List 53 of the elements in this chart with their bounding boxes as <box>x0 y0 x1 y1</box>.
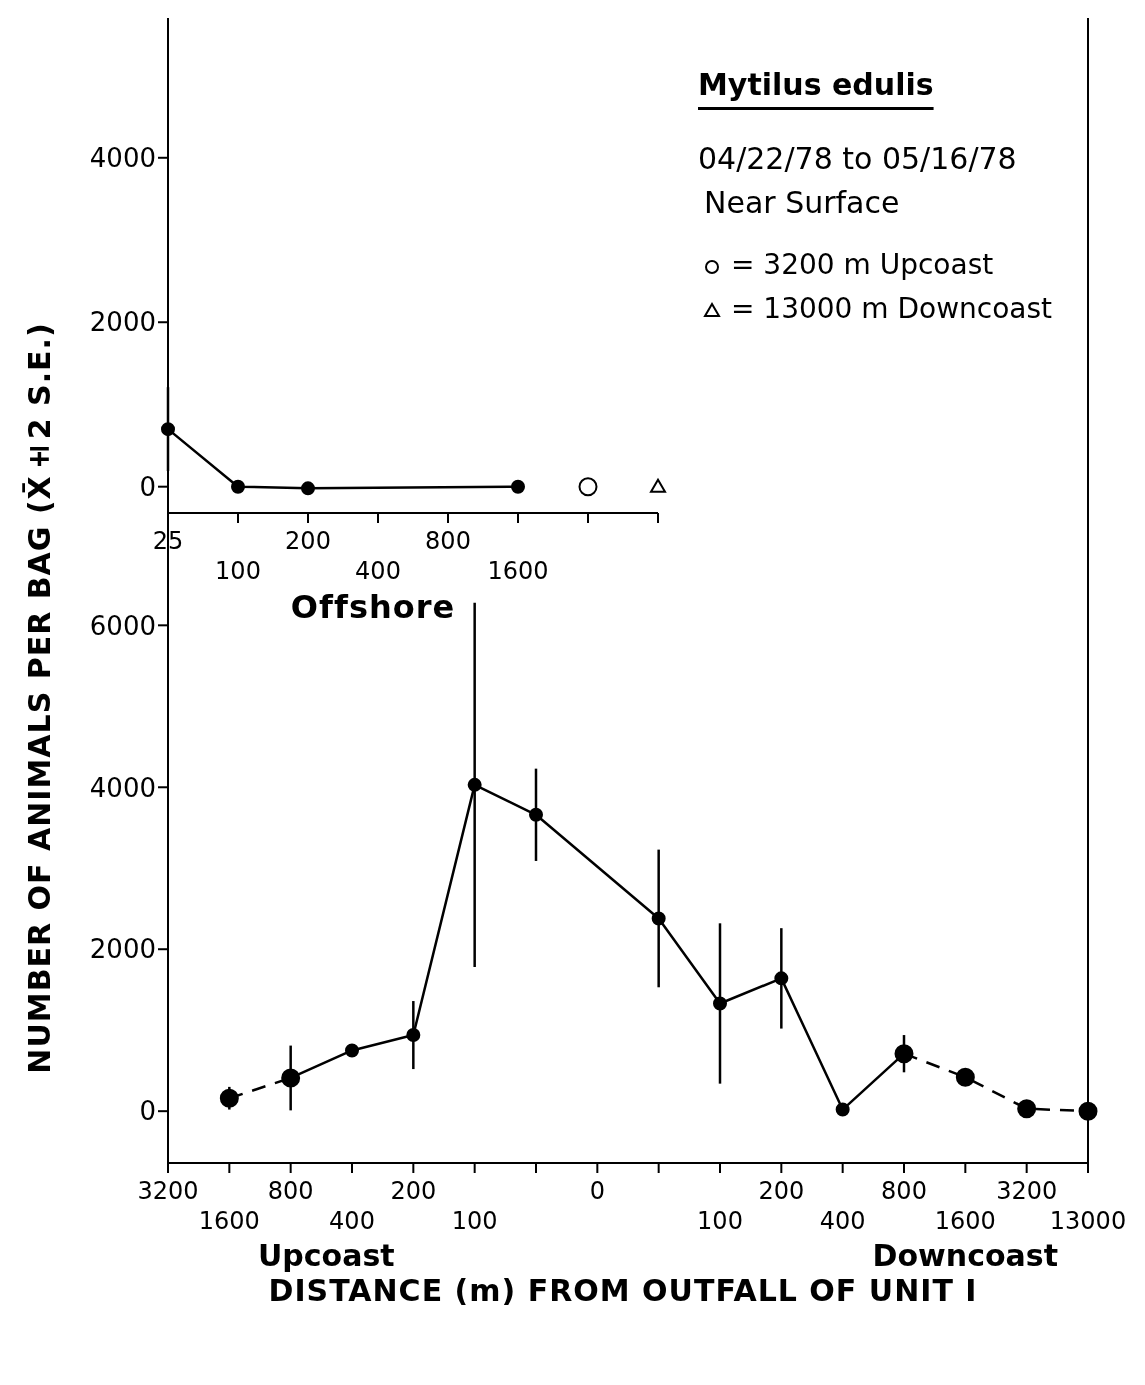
x-axis-title: DISTANCE (m) FROM OUTFALL OF UNIT I <box>267 1273 979 1308</box>
x-tick-label: 800 <box>881 1177 927 1205</box>
y-tick-label: 6000 <box>89 610 156 641</box>
annotation: Near Surface <box>703 184 901 222</box>
x-tick-label: 13000 <box>1049 1207 1127 1235</box>
point <box>301 481 315 496</box>
x-tick-label: 200 <box>758 1177 805 1205</box>
x-tick-label: 200 <box>285 527 331 555</box>
legend-label: = 3200 m Upcoast <box>730 247 995 283</box>
point <box>955 1067 975 1087</box>
y-tick-label: 0 <box>139 471 156 502</box>
y-tick-label: 4000 <box>89 143 156 174</box>
point <box>467 777 482 792</box>
x-tick-label: 3200 <box>137 1177 199 1205</box>
point <box>578 477 598 497</box>
x-tick-label: 1600 <box>934 1207 996 1235</box>
x-tick-label: 1600 <box>487 557 549 585</box>
x-axis-title: Offshore <box>290 588 456 626</box>
x-tick-label: 3200 <box>996 1177 1058 1205</box>
text: Upcoast <box>258 1238 395 1273</box>
y-axis-title: NUMBER OF ANIMALS PER BAG (X̄±2 S.E.) <box>22 322 57 1074</box>
x-tick-label: 0 <box>589 1177 605 1205</box>
legend-label: = 13000 m Downcoast <box>730 291 1053 327</box>
y-tick-label: 4000 <box>89 772 156 803</box>
point <box>219 1088 239 1108</box>
x-tick-label: 1600 <box>198 1207 260 1235</box>
point <box>231 479 245 494</box>
point <box>650 478 666 493</box>
x-tick-label: 800 <box>267 1177 314 1205</box>
point <box>1017 1099 1037 1119</box>
x-tick-label: 100 <box>215 557 261 585</box>
x-tick-label: 400 <box>329 1207 375 1235</box>
x-tick-label: 100 <box>697 1207 743 1235</box>
point <box>406 1028 421 1043</box>
y-tick-label: 2000 <box>89 307 156 338</box>
x-tick-label: 200 <box>390 1177 437 1205</box>
x-tick-label: 400 <box>819 1207 866 1235</box>
text: Downcoast <box>872 1238 1058 1273</box>
y-tick-label: 2000 <box>89 934 156 965</box>
point <box>161 422 175 437</box>
point <box>651 911 666 926</box>
x-tick-label: 400 <box>355 557 401 585</box>
x-tick-label: 100 <box>451 1207 498 1235</box>
point <box>345 1043 359 1058</box>
x-tick-label: 800 <box>425 527 471 555</box>
y-tick-label: 0 <box>139 1096 156 1127</box>
text: 04/22/78 to 05/16/78 <box>698 140 1017 178</box>
point <box>511 479 525 494</box>
point <box>774 971 789 986</box>
point <box>1078 1101 1098 1121</box>
point <box>529 807 543 822</box>
point <box>835 1102 850 1117</box>
point <box>713 996 727 1011</box>
